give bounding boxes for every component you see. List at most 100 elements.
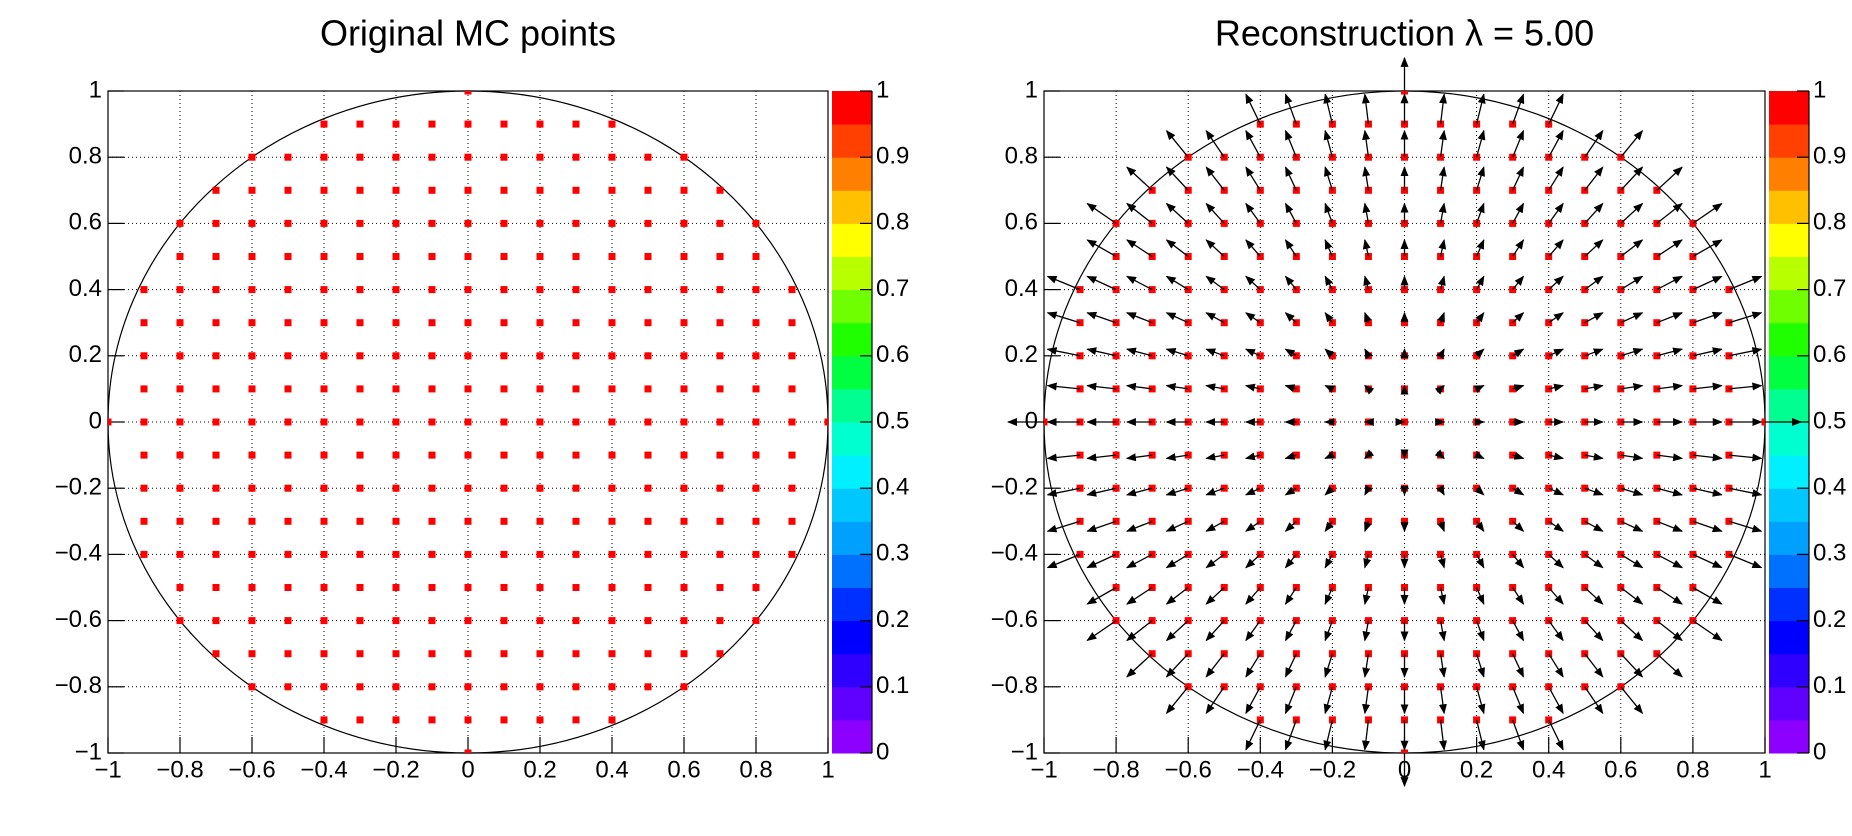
point [392,219,400,227]
points [108,91,828,753]
arrow [1324,520,1334,533]
palette-band [1769,719,1809,754]
point [572,617,580,625]
arrow [1512,129,1525,158]
point [752,484,760,492]
point [500,186,508,194]
arrow [1656,586,1683,605]
palette-band [1769,422,1809,456]
arrow [1165,312,1189,324]
arrow [1245,686,1261,715]
palette-band [832,587,872,622]
arrow [1165,239,1189,258]
arrow [1125,347,1153,357]
y-tick-label: −0.2 [55,474,102,501]
arrow [1439,93,1448,125]
arrow [1364,485,1373,496]
arrow [1475,719,1486,751]
point [428,484,436,492]
point [1401,91,1408,95]
point [284,650,292,658]
arrow [1125,312,1153,324]
arrow [1475,554,1485,569]
arrow [1362,653,1371,678]
arrow [1126,553,1153,569]
x-tick-label: 0.6 [1604,756,1637,783]
y-tick-label: −0.6 [991,606,1038,633]
point [212,186,220,194]
y-tick-label: 0.6 [69,209,102,236]
x-tick-label: 0.6 [667,756,700,783]
arrow [1584,653,1604,678]
point [428,286,436,294]
arrow [1362,620,1371,642]
arrow [1205,520,1225,532]
arrow [1656,620,1683,642]
arrow [1126,620,1153,642]
point [788,451,796,459]
arrow [1205,383,1225,392]
y-tick-label: 0 [89,407,102,434]
point [572,286,580,294]
arrow [1284,129,1297,158]
z-tick-label: 0.7 [1813,275,1846,302]
palette-band [832,388,872,423]
x-tick-label: 1 [821,756,834,783]
x-tick-label: −0.2 [1309,756,1356,783]
arrow [1656,312,1684,324]
arrow [1205,620,1225,642]
arrow [1364,348,1373,359]
arrow [1584,202,1604,224]
point [284,253,292,260]
x-tick-label: 0.2 [1460,756,1493,783]
arrow [1126,239,1153,258]
arrow [1548,202,1564,224]
point [608,352,616,360]
point [284,153,292,161]
z-tick-label: 0.3 [1813,540,1846,567]
y-tick-label: −0.4 [991,540,1038,567]
point [320,683,328,691]
point [464,153,472,161]
arrow [1245,653,1261,678]
point [284,286,292,294]
point [500,550,508,558]
arrow [1728,553,1763,569]
arrow [1656,487,1684,497]
arrow [1086,586,1117,605]
arrow [1620,239,1644,258]
point [248,484,256,492]
point [428,352,436,360]
point [608,186,616,194]
point [392,650,400,658]
arrow [1692,553,1723,569]
point [1401,749,1408,753]
point [392,484,400,492]
point [320,716,328,724]
point [428,253,436,260]
arrows [1006,56,1803,788]
point [680,319,688,327]
palette-band [1769,256,1809,291]
arrow [1284,486,1297,496]
arrow [1728,382,1763,391]
point [608,550,616,558]
arrow [1438,620,1447,642]
point [392,253,400,260]
arrow [1548,620,1564,642]
arrow [1692,453,1723,462]
point [284,584,292,591]
arrow [1362,686,1371,715]
arrow [1046,275,1081,291]
arrow [1165,275,1189,291]
point [644,418,652,426]
point [320,550,328,558]
panel: Original MC points −1 −0.8 −0.6 −0.4 −0.2 0 0.2… [55,13,910,784]
point [392,584,400,591]
point [752,352,760,360]
point [788,352,796,360]
arrow [1476,587,1485,605]
arrow [1475,311,1485,324]
x-tick-label: −0.4 [300,756,347,783]
